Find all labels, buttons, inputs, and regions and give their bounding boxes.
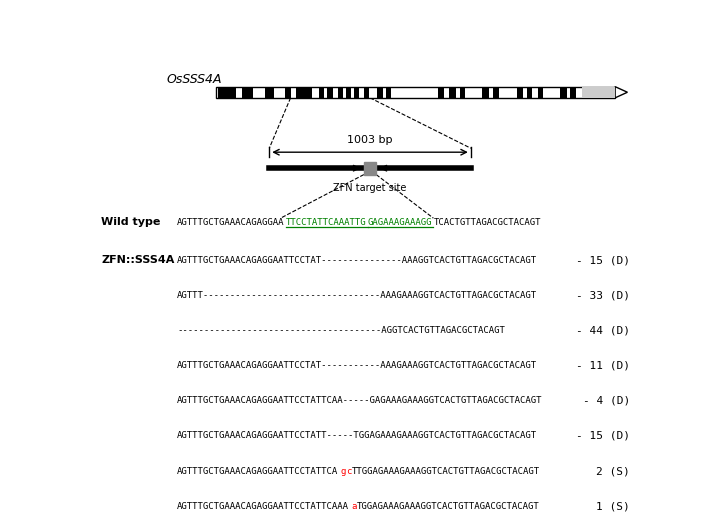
Text: 1003 bp: 1003 bp [347,135,393,145]
Text: AGTTTGCTGAAACAGAGGAATTCCTAT---------------AAAGGTCACTGTTAGACGCTACAGT: AGTTTGCTGAAACAGAGGAATTCCTAT-------------… [177,255,537,265]
Bar [346,87,351,98]
Text: GAGAAAGAAAGG: GAGAAAGAAAGG [368,217,432,227]
Text: AGTTTGCTGAAACAGAGGAATTCCTATT-----TGGAGAAAGAAAGGTCACTGTTAGACGCTACAGT: AGTTTGCTGAAACAGAGGAATTCCTATT-----TGGAGAA… [177,431,537,441]
Bar [265,87,274,98]
Text: 2 (S): 2 (S) [596,466,630,476]
Polygon shape [615,87,627,98]
Text: TTGGAGAAAGAAAGGTCACTGTTAGACGCTACAGT: TTGGAGAAAGAAAGGTCACTGTTAGACGCTACAGT [352,467,539,475]
Text: 1 (S): 1 (S) [596,501,630,511]
Text: OsSSS4A: OsSSS4A [166,73,222,86]
Bar [450,87,456,98]
Text: g: g [341,467,346,475]
Bar [517,87,523,98]
Bar [338,87,343,98]
Text: Wild type: Wild type [101,217,161,227]
Bar [243,87,253,98]
Bar [365,87,370,98]
Bar [296,87,312,98]
Text: - 11 (D): - 11 (D) [576,361,630,371]
Bar [216,87,615,98]
Text: ZFN target site: ZFN target site [334,183,406,194]
Text: - 15 (D): - 15 (D) [576,255,630,265]
Bar [285,87,290,98]
Bar [386,87,391,98]
Bar [581,87,615,98]
Bar [377,87,383,98]
Bar [355,87,360,98]
Text: AGTTTGCTGAAACAGAGGAATTCCTATTCAA-----GAGAAAGAAAGGTCACTGTTAGACGCTACAGT: AGTTTGCTGAAACAGAGGAATTCCTATTCAA-----GAGA… [177,397,542,405]
Text: AGTTT---------------------------------AAAGAAAGGTCACTGTTAGACGCTACAGT: AGTTT---------------------------------AA… [177,291,537,300]
Bar [570,87,576,98]
Bar [527,87,532,98]
Text: - 15 (D): - 15 (D) [576,431,630,441]
Text: --------------------------------------AGGTCACTGTTAGACGCTACAGT: --------------------------------------AG… [177,326,505,335]
Bar [364,162,376,174]
Text: ZFN::SSS4A: ZFN::SSS4A [101,255,175,265]
Bar [318,87,324,98]
Bar [460,87,464,98]
Text: TCACTGTTAGACGCTACAGT: TCACTGTTAGACGCTACAGT [433,217,541,227]
Text: TTCCTATTCAAATTG: TTCCTATTCAAATTG [286,217,367,227]
Text: TGGAGAAAGAAAGGTCACTGTTAGACGCTACAGT: TGGAGAAAGAAAGGTCACTGTTAGACGCTACAGT [357,502,540,511]
Bar [218,87,236,98]
Bar [538,87,543,98]
Text: - 4 (D): - 4 (D) [583,396,630,406]
Bar [560,87,567,98]
Text: - 33 (D): - 33 (D) [576,290,630,301]
Text: c: c [346,467,352,475]
Text: AGTTTGCTGAAACAGAGGAATTCCTATTCA: AGTTTGCTGAAACAGAGGAATTCCTATTCA [177,467,338,475]
Bar [493,87,499,98]
Bar [438,87,444,98]
Text: AGTTTGCTGAAACAGAGGAATTCCTATTCAAA: AGTTTGCTGAAACAGAGGAATTCCTATTCAAA [177,502,349,511]
Bar [328,87,333,98]
Text: AGTTTGCTGAAACAGAGGAATTCCTAT-----------AAAGAAAGGTCACTGTTAGACGCTACAGT: AGTTTGCTGAAACAGAGGAATTCCTAT-----------AA… [177,361,537,370]
Bar [482,87,490,98]
Text: AGTTTGCTGAAACAGAGGAA: AGTTTGCTGAAACAGAGGAA [177,217,284,227]
Text: - 44 (D): - 44 (D) [576,325,630,335]
Text: a: a [352,502,357,511]
